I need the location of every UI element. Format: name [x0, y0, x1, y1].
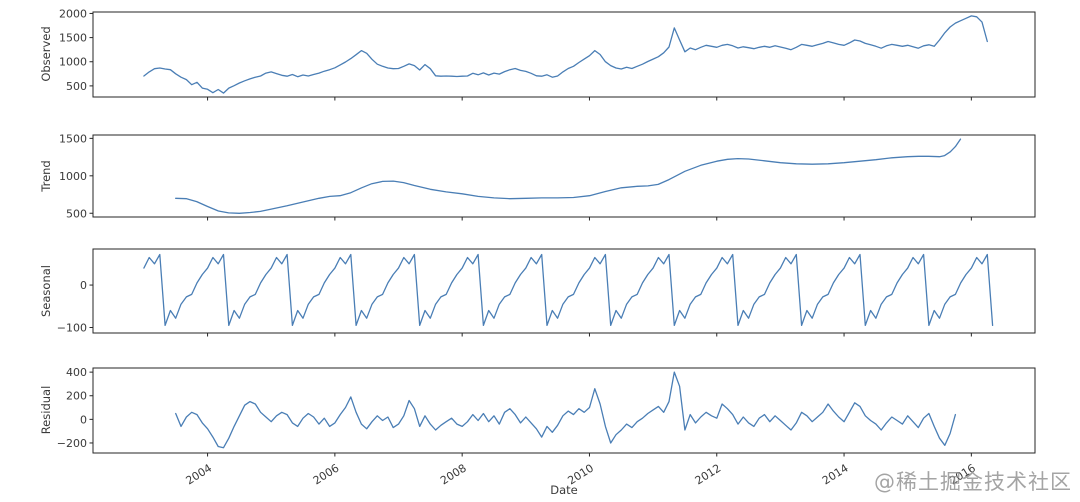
series-line-seasonal — [143, 253, 994, 327]
ytick-label: 2000 — [59, 7, 87, 20]
axes-frame-trend — [92, 134, 1036, 218]
ytick-label: 500 — [66, 80, 87, 93]
axes-frame-seasonal — [92, 248, 1036, 334]
axes-frame-residual — [92, 367, 1036, 454]
ytick-label: 0 — [80, 279, 87, 292]
xtick-label: 2006 — [311, 462, 342, 488]
ylabel-trend: Trend — [39, 160, 53, 192]
ytick-label: 500 — [66, 207, 87, 220]
ytick-label: 400 — [66, 366, 87, 379]
ylabel-seasonal: Seasonal — [39, 265, 53, 317]
ylabel-residual: Residual — [39, 385, 53, 435]
xaxis-label: Date — [550, 483, 578, 497]
ytick-label: −100 — [57, 321, 87, 334]
ytick-label: −200 — [57, 437, 87, 450]
axes-frame-observed — [92, 11, 1036, 98]
xtick-label: 2014 — [820, 462, 851, 488]
series-line-observed — [143, 15, 988, 94]
series-line-residual — [175, 371, 957, 449]
ytick-label: 1000 — [59, 170, 87, 183]
ytick-label: 1500 — [59, 32, 87, 45]
xtick-label: 2008 — [438, 462, 469, 488]
watermark-text: @稀土掘金技术社区 — [874, 470, 1072, 494]
series-line-trend — [175, 138, 962, 214]
ytick-label: 200 — [66, 390, 87, 403]
ytick-label: 1000 — [59, 56, 87, 69]
ytick-label: 1500 — [59, 132, 87, 145]
xtick-label: 2004 — [184, 462, 215, 488]
ytick-label: 0 — [80, 413, 87, 426]
ylabel-observed: Observed — [39, 26, 53, 82]
xtick-label: 2012 — [693, 462, 724, 488]
